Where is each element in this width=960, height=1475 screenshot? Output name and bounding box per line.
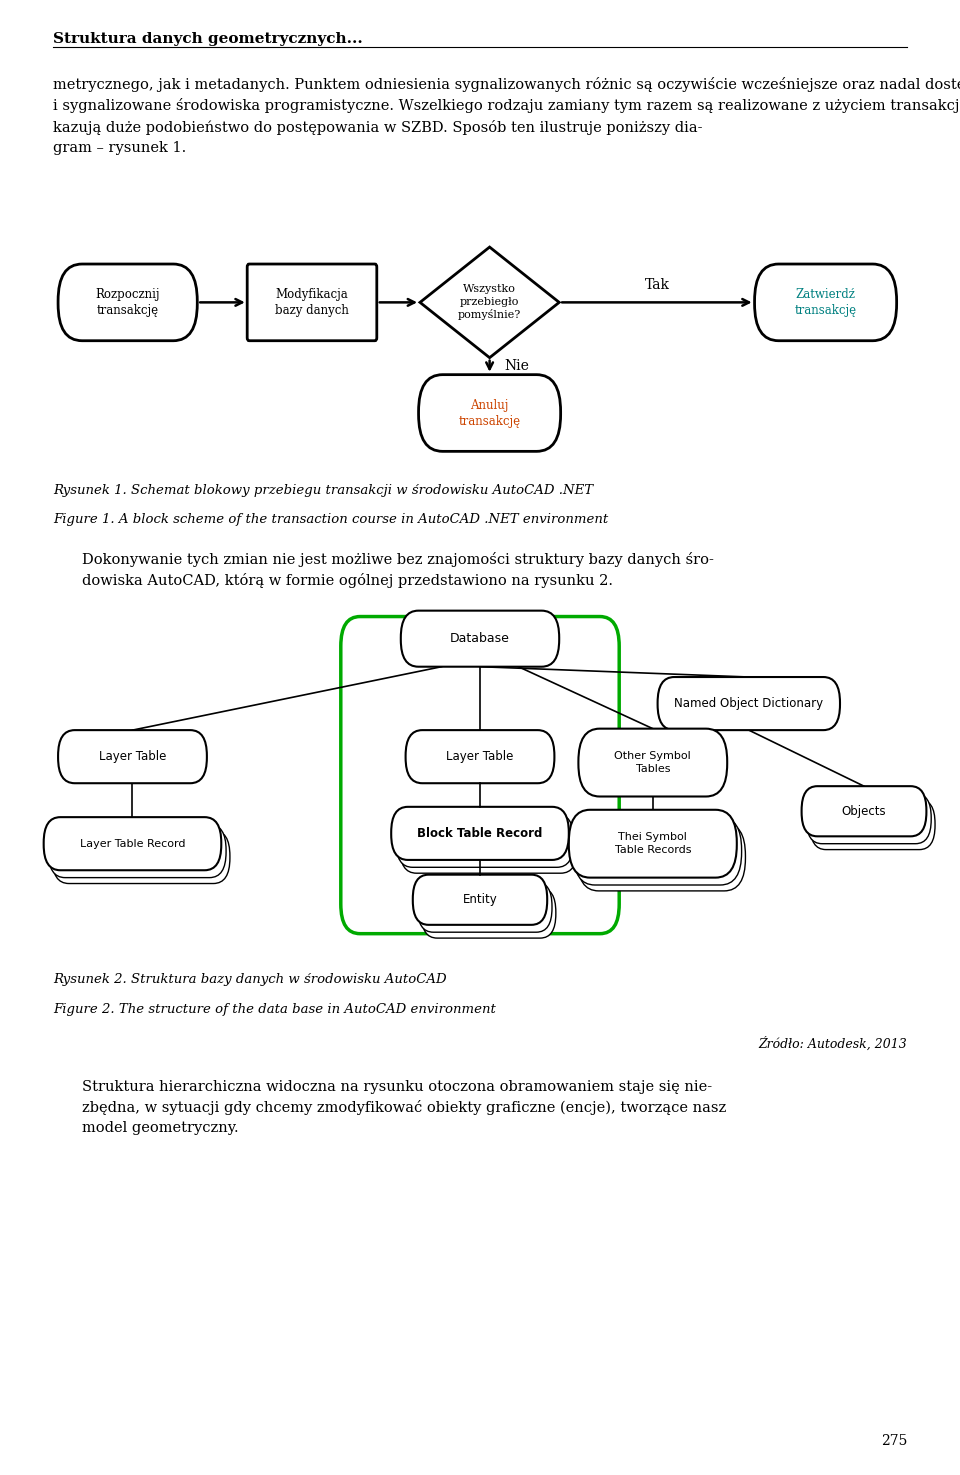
FancyBboxPatch shape	[421, 888, 556, 938]
FancyBboxPatch shape	[392, 807, 568, 860]
FancyBboxPatch shape	[419, 375, 561, 451]
FancyBboxPatch shape	[396, 814, 573, 867]
Text: Database: Database	[450, 633, 510, 645]
Text: Zatwierdź
transakcję: Zatwierdź transakcję	[795, 288, 856, 317]
Text: Layer Table: Layer Table	[99, 751, 166, 763]
FancyBboxPatch shape	[658, 677, 840, 730]
FancyBboxPatch shape	[53, 830, 230, 884]
Text: Layer Table: Layer Table	[446, 751, 514, 763]
Text: Źródło: Autodesk, 2013: Źródło: Autodesk, 2013	[758, 1037, 907, 1052]
Text: Rysunek 1. Schemat blokowy przebiegu transakcji w środowisku AutoCAD .NET: Rysunek 1. Schemat blokowy przebiegu tra…	[53, 484, 593, 497]
Text: Rysunek 2. Struktura bazy danych w środowisku AutoCAD: Rysunek 2. Struktura bazy danych w środo…	[53, 974, 446, 987]
FancyBboxPatch shape	[49, 825, 227, 878]
Polygon shape	[420, 246, 559, 357]
FancyBboxPatch shape	[418, 882, 552, 932]
Text: Figure 1. A block scheme of the transaction course in AutoCAD .NET environment: Figure 1. A block scheme of the transact…	[53, 513, 608, 527]
Text: Objects: Objects	[842, 805, 886, 817]
Text: Layer Table Record: Layer Table Record	[80, 839, 185, 848]
Text: Other Symbol
Tables: Other Symbol Tables	[614, 751, 691, 774]
Text: Thei Symbol
Table Records: Thei Symbol Table Records	[614, 832, 691, 855]
Text: Struktura danych geometrycznych...: Struktura danych geometrycznych...	[53, 32, 363, 46]
Text: Block Table Record: Block Table Record	[418, 827, 542, 839]
Text: Figure 2. The structure of the data base in AutoCAD environment: Figure 2. The structure of the data base…	[53, 1003, 495, 1016]
Text: Wszystko
przebiegło
pomyślnie?: Wszystko przebiegło pomyślnie?	[458, 285, 521, 320]
FancyBboxPatch shape	[806, 794, 931, 844]
FancyBboxPatch shape	[248, 264, 376, 341]
FancyBboxPatch shape	[413, 875, 547, 925]
FancyBboxPatch shape	[44, 817, 221, 870]
FancyBboxPatch shape	[341, 617, 619, 934]
Text: Tak: Tak	[644, 279, 669, 292]
FancyBboxPatch shape	[578, 823, 745, 891]
FancyBboxPatch shape	[399, 820, 577, 873]
FancyBboxPatch shape	[810, 799, 935, 850]
FancyBboxPatch shape	[400, 611, 559, 667]
Text: Modyfikacja
bazy danych: Modyfikacja bazy danych	[276, 288, 348, 317]
Text: Rozpocznij
transakcję: Rozpocznij transakcję	[95, 288, 160, 317]
Text: Entity: Entity	[463, 894, 497, 906]
FancyBboxPatch shape	[755, 264, 897, 341]
Text: Struktura hierarchiczna widoczna na rysunku otoczona obramowaniem staje się nie-: Struktura hierarchiczna widoczna na rysu…	[82, 1080, 726, 1136]
Text: 275: 275	[881, 1435, 907, 1448]
FancyBboxPatch shape	[568, 810, 737, 878]
Text: Nie: Nie	[504, 360, 529, 373]
Text: Dokonywanie tych zmian nie jest możliwe bez znajomości struktury bazy danych śro: Dokonywanie tych zmian nie jest możliwe …	[82, 552, 713, 589]
FancyBboxPatch shape	[59, 730, 207, 783]
Text: Named Object Dictionary: Named Object Dictionary	[674, 698, 824, 709]
FancyBboxPatch shape	[802, 786, 926, 836]
FancyBboxPatch shape	[578, 729, 728, 796]
FancyBboxPatch shape	[59, 264, 198, 341]
FancyBboxPatch shape	[574, 817, 741, 885]
FancyBboxPatch shape	[405, 730, 555, 783]
Text: metrycznego, jak i metadanych. Punktem odniesienia sygnalizowanych różnic są ocz: metrycznego, jak i metadanych. Punktem o…	[53, 77, 960, 155]
Text: Anuluj
transakcję: Anuluj transakcję	[459, 398, 520, 428]
